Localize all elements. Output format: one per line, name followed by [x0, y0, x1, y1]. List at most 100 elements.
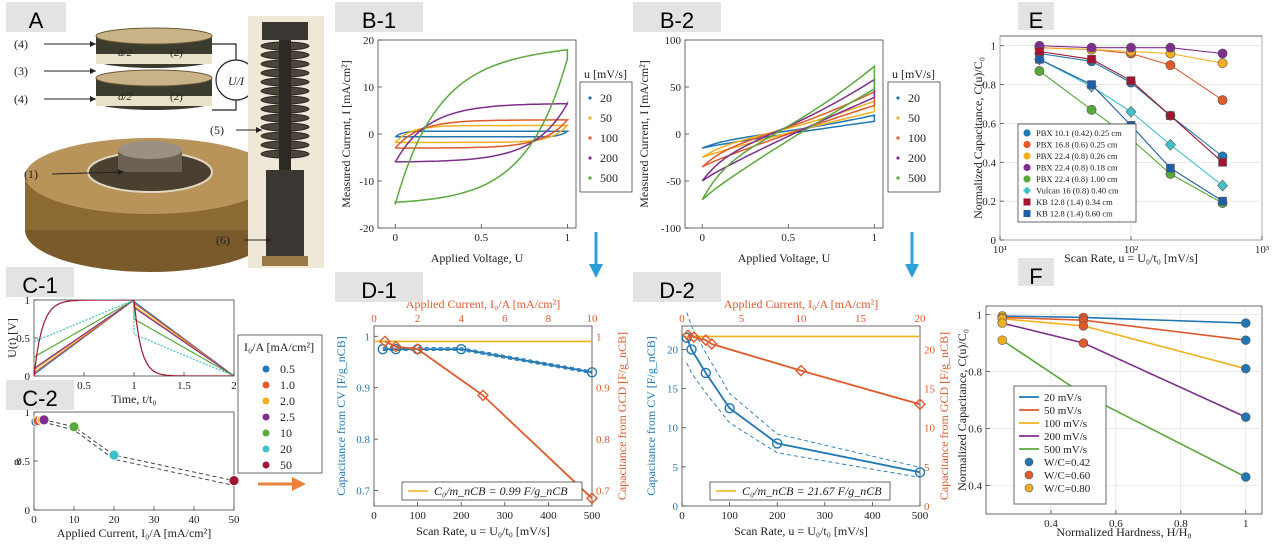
b2-series-500 [701, 64, 876, 201]
b2-series-100 [701, 90, 876, 168]
plot-frame [681, 325, 921, 507]
f-legend-label: 200 mV/s [1044, 431, 1087, 443]
c1-legend-marker [262, 445, 270, 453]
c2-point [38, 414, 50, 426]
c2-point [68, 421, 80, 433]
f-x-tick-label: 0.4 [1044, 518, 1058, 530]
e-marker [1217, 95, 1228, 106]
f-legend-label: 50 mV/s [1044, 405, 1082, 417]
e-legend-label: PBX 16.8 (0.6) 0.25 cm [1036, 140, 1118, 150]
f-legend-label: 500 mV/s [1044, 444, 1087, 456]
e-legend-label: Vulcan 16 (0.8) 0.40 cm [1036, 186, 1119, 196]
d2-cv-marker [686, 344, 697, 355]
d1-xtop-tick-label: 6 [502, 313, 508, 325]
e-marker [1165, 42, 1176, 53]
panel-label-c1: C-1 [22, 273, 57, 298]
plot-frame [33, 411, 235, 511]
b2-legend-box [887, 81, 941, 193]
c2-point [228, 475, 240, 487]
panel-label-box-b2 [633, 2, 721, 32]
f-legend-marker-label: W/C=0.60 [1044, 470, 1091, 482]
d1-y-tick-label: 1 [365, 331, 371, 343]
e-marker [1165, 60, 1176, 71]
e-y-tick-label: 0.6 [982, 118, 996, 130]
c1-legend-marker [262, 429, 270, 437]
c2-ylabel: α [14, 454, 21, 468]
d1-xtop-tick-label: 8 [546, 313, 552, 325]
b2-y-tick-label: -50 [666, 176, 681, 188]
c2-x-tick-label: 20 [109, 514, 121, 526]
d1-yr-tick-label: 0.7 [596, 486, 610, 498]
c1-series-50 [34, 300, 234, 376]
c1-legend-label: 0.5 [280, 362, 295, 376]
b1-legend-marker [588, 156, 592, 160]
e-legend-box [1017, 123, 1137, 223]
d1-x-tick-label: 200 [453, 510, 470, 522]
c1-legend-label: 2.0 [280, 394, 295, 408]
c1-legend-label: 1.0 [280, 378, 295, 392]
b2-legend-label: 20 [908, 91, 920, 105]
b2-y-tick-label: 100 [665, 35, 682, 47]
d1-x-tick-label: 400 [540, 510, 557, 522]
panel-label-box-c1 [6, 267, 74, 297]
d1-y-tick-label: 0.7 [356, 486, 370, 498]
d2-yr-tick-label: 0 [924, 501, 930, 513]
e-marker [1125, 105, 1137, 118]
e-marker [1218, 157, 1227, 167]
d2-gcd-marker [914, 398, 926, 411]
d1-y-tick-label: 0.8 [356, 434, 370, 446]
b1-legend-box [579, 81, 633, 193]
e-xlabel: Scan Rate, u = U₀/t₀ [mV/s] [1064, 251, 1198, 265]
e-marker [1126, 76, 1136, 85]
b1-down-arrowhead [589, 264, 603, 278]
b2-y-tick-label: -100 [661, 223, 682, 235]
callout-arrowhead-1 [90, 41, 96, 47]
e-legend-marker [1023, 129, 1031, 137]
e-marker [1086, 104, 1097, 115]
e-marker [1166, 111, 1175, 120]
d2-gcd-marker [699, 334, 712, 347]
b1-series-100 [394, 119, 570, 149]
b2-x-tick-label: 0.5 [781, 232, 795, 244]
d1-gcd-marker [477, 389, 489, 402]
separator-band-1 [96, 54, 212, 64]
b1-legend-label: 500 [600, 171, 618, 185]
e-marker [1034, 66, 1045, 76]
e-legend-label: KB 12.8 (1.4) 0.34 cm [1036, 197, 1113, 207]
b2-xlabel: Applied Voltage, U [738, 251, 831, 265]
c2-x-tick-label: 10 [69, 514, 81, 526]
e-legend-marker [1023, 210, 1031, 217]
d2-cv-upper [686, 312, 921, 468]
c2-y-tick-label: 0.5 [16, 456, 30, 468]
c1-x-tick-label: 2 [231, 380, 237, 392]
d2-yr-tick-label: 20 [924, 344, 936, 356]
d2-y-tick-label: 20 [667, 344, 679, 356]
b1-legend-label: 100 [600, 131, 618, 145]
b1-x-tick-label: 1 [565, 232, 571, 244]
b2-y-tick-label: 0 [676, 129, 682, 141]
d2-cv-marker [724, 402, 735, 414]
panel-label-e: E [1029, 8, 1044, 33]
e-legend-marker [1023, 163, 1031, 172]
f-legend-label: 100 mV/s [1044, 418, 1087, 430]
panel-label-b1: B-1 [362, 8, 396, 33]
d1-xtop-tick-label: 2 [415, 313, 421, 325]
d2-x-tick-label: 300 [817, 510, 834, 522]
e-legend-marker [1023, 140, 1031, 149]
press-cylinder [266, 170, 304, 260]
c2-y-tick-label: 0 [25, 505, 31, 517]
b2-legend-label: 50 [908, 111, 920, 125]
ring-label-top: (2) [170, 47, 183, 59]
callout-label-3: (4) [14, 92, 28, 106]
press-base [262, 256, 308, 266]
panel-label-c2: C-2 [22, 386, 57, 411]
b2-legend-marker [896, 116, 900, 120]
b1-legend-title: u [mV/s] [584, 67, 627, 81]
circuit-wire [212, 43, 237, 111]
chart-c2: 0 10 20 30 40 50 0 0.5 1 Applied Current, I₀/A [m… [14, 407, 306, 540]
d1-xtop-tick-label: 0 [371, 313, 377, 325]
c1-y-tick-label: 1 [25, 295, 31, 307]
f-y-tick-label: 0.8 [968, 367, 982, 379]
d2-gcd-marker [687, 330, 700, 343]
b2-ylabel: Measured Current, I [mA/cm²] [637, 60, 651, 208]
